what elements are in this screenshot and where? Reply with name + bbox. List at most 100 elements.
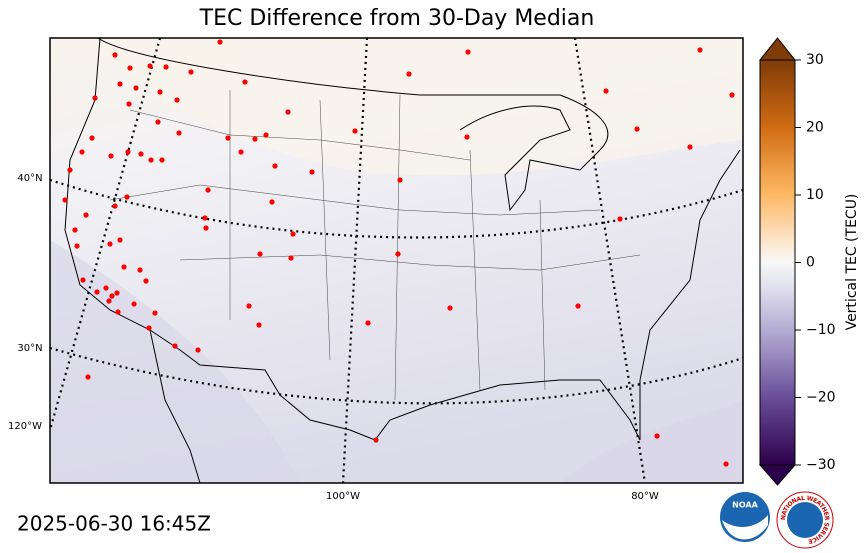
station	[138, 151, 144, 157]
station	[395, 251, 401, 257]
station	[172, 343, 178, 349]
station	[465, 49, 471, 55]
lat-label: 30°N	[17, 343, 42, 354]
colorbar-tick-label: −10	[806, 322, 836, 338]
station	[617, 216, 623, 222]
station	[107, 241, 113, 247]
colorbar-tick-label: 0	[806, 255, 815, 271]
station	[225, 135, 231, 141]
station	[115, 309, 121, 315]
station	[112, 52, 118, 58]
tec-shade	[95, 38, 743, 176]
station	[397, 177, 403, 183]
station	[79, 149, 85, 155]
station	[114, 290, 120, 296]
station	[89, 135, 95, 141]
lon-label: 120°W	[8, 421, 42, 432]
map	[50, 38, 743, 483]
colorbar-tick-label: 10	[806, 187, 824, 203]
stations	[62, 39, 735, 467]
station	[263, 132, 269, 138]
timestamp: 2025-06-30 16:45Z	[17, 512, 211, 536]
tec-shade	[50, 240, 300, 483]
station	[148, 157, 154, 163]
station	[127, 65, 133, 71]
station	[126, 101, 132, 107]
station	[125, 149, 131, 155]
station	[109, 293, 115, 299]
station	[67, 167, 73, 173]
station	[634, 126, 640, 132]
title: TEC Difference from 30-Day Median	[199, 6, 595, 31]
colorbar-tick-label: 20	[806, 120, 824, 136]
map-frame	[49, 37, 744, 484]
station	[92, 95, 98, 101]
station	[159, 157, 165, 163]
station	[112, 203, 118, 209]
station	[94, 289, 100, 295]
station	[137, 267, 143, 273]
station	[272, 163, 278, 169]
station	[464, 134, 470, 140]
station	[603, 88, 609, 94]
lat-label: 40°N	[17, 173, 42, 184]
station	[252, 136, 258, 142]
state-borders	[109, 90, 641, 401]
station	[205, 187, 211, 193]
logo-circle	[787, 502, 823, 538]
station	[174, 97, 180, 103]
colorbar-tick-label: −30	[806, 457, 836, 473]
station	[143, 278, 149, 284]
colorbar-extend	[758, 37, 797, 61]
station	[106, 298, 112, 304]
station	[256, 322, 262, 328]
station	[406, 71, 412, 77]
station	[195, 347, 201, 353]
logo-wave	[722, 515, 768, 540]
station	[257, 251, 263, 257]
station	[723, 461, 729, 467]
station	[365, 320, 371, 326]
station	[188, 69, 194, 75]
station	[121, 264, 127, 270]
station	[62, 197, 68, 203]
colorbar: 30 20 10 0 −10 −20 −30 Vertical TEC (TECU)	[758, 37, 860, 486]
tec-shade	[560, 400, 743, 483]
station	[373, 437, 379, 443]
colorbar-fill	[760, 60, 795, 465]
station	[729, 92, 735, 98]
graticule	[50, 38, 743, 483]
station	[146, 325, 152, 331]
station	[103, 285, 109, 291]
station	[155, 119, 161, 125]
colorbar-tick-label: 30	[806, 52, 824, 68]
station	[654, 433, 660, 439]
logo-text: NOAA	[732, 501, 758, 510]
station	[575, 303, 581, 309]
nws-logo: NATIONAL WEATHER SERVICE	[776, 491, 834, 549]
station	[202, 215, 208, 221]
station	[147, 63, 153, 69]
station	[108, 153, 114, 159]
station	[290, 231, 296, 237]
station	[447, 305, 453, 311]
station	[687, 144, 693, 150]
noaa-logo: NOAA	[720, 492, 770, 542]
station	[133, 85, 139, 91]
station	[217, 39, 223, 45]
station	[117, 237, 123, 243]
station	[309, 169, 315, 175]
station	[242, 79, 248, 85]
station	[72, 227, 78, 233]
station	[246, 303, 252, 309]
station	[74, 243, 80, 249]
lon-label: 100°W	[326, 491, 360, 502]
station	[124, 194, 130, 200]
colorbar-extend	[758, 464, 797, 486]
lon-label: 80°W	[631, 491, 659, 502]
station	[157, 89, 163, 95]
station	[176, 130, 182, 136]
station	[152, 310, 158, 316]
station	[83, 212, 89, 218]
